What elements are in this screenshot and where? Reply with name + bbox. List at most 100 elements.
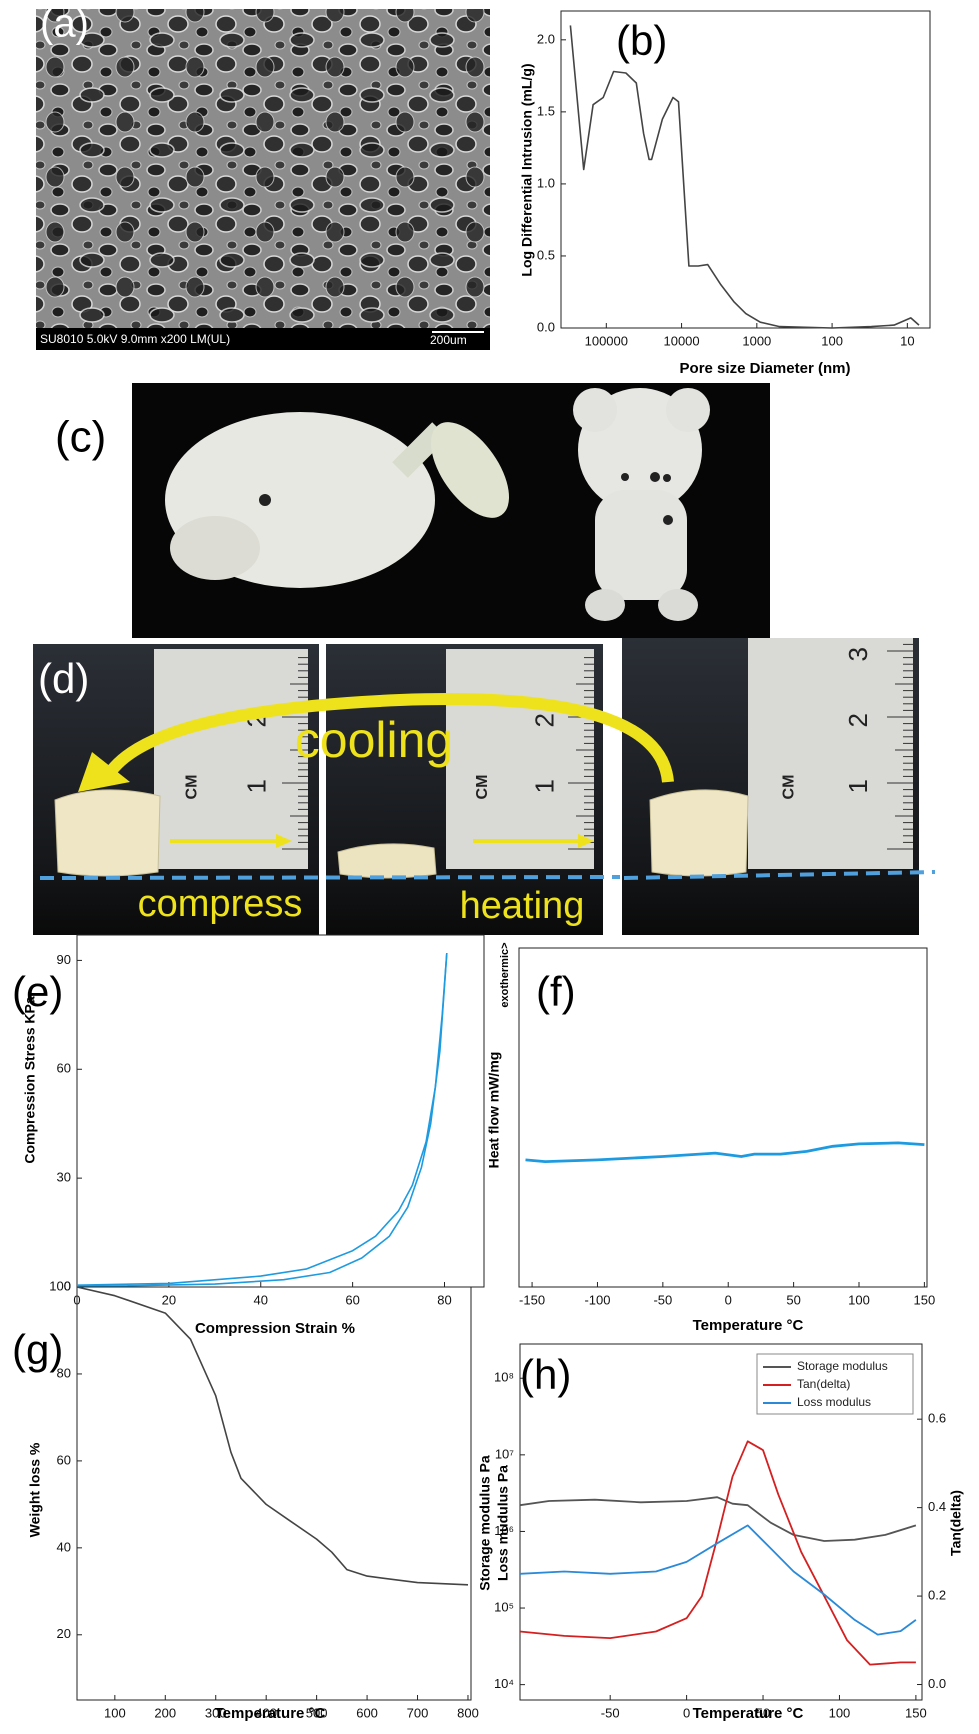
cooling-text: cooling: [295, 712, 453, 768]
sem-caption: SU8010 5.0kV 9.0mm x200 LM(UL): [40, 332, 230, 346]
plot-frame: [560, 10, 931, 329]
panel-label: (b): [616, 17, 667, 64]
y2-axis-label: Tan(delta): [948, 1490, 964, 1556]
y-tick-label: 100: [49, 1278, 71, 1293]
x-tick-label: 200: [154, 1705, 176, 1720]
foam-sample: [54, 789, 161, 877]
ruler-number: 1: [242, 779, 272, 793]
x-tick-label: 0: [725, 1292, 732, 1307]
x-tick-label: 80: [437, 1292, 451, 1307]
panel-label: (e): [12, 968, 63, 1015]
legend-label: Loss modulus: [797, 1395, 871, 1409]
x-tick-label: -100: [584, 1292, 610, 1307]
x-tick-label: 150: [905, 1705, 927, 1720]
y-tick-label: 0.5: [537, 247, 555, 262]
x-tick-label: 100: [821, 333, 843, 348]
compress-text: compress: [138, 883, 303, 925]
y-axis-note: exothermic>: [499, 942, 511, 1007]
plot-frame: [518, 947, 928, 1288]
x-tick-label: 100: [104, 1705, 126, 1720]
y-tick-label: 0.0: [537, 319, 555, 334]
ruler-number: 3: [843, 647, 873, 661]
data-line: [76, 953, 448, 1288]
plot-frame: [76, 934, 485, 1288]
ruler-unit: CM: [184, 775, 201, 800]
y-tick-label: 90: [57, 952, 71, 967]
x-tick-label: 50: [756, 1705, 770, 1720]
y-axis-label: Storage modulus Pa: [477, 1455, 493, 1591]
x-tick-label: 0: [683, 1705, 690, 1720]
x-axis-label: Temperature °C: [693, 1705, 804, 1722]
x-tick-label: 100: [829, 1705, 851, 1720]
y-tick-label: 0: [64, 1278, 71, 1293]
y-axis-label: Log Differential Intrusion (mL/g): [519, 63, 535, 276]
x-tick-label: 60: [345, 1292, 359, 1307]
ruler-number: 2: [843, 713, 873, 727]
ruler-number: 1: [843, 779, 873, 793]
y-tick-label: 60: [57, 1061, 71, 1076]
x-tick-label: 400: [255, 1705, 277, 1720]
y-tick-label: 1.0: [537, 175, 555, 190]
y-tick-label: 10⁶: [494, 1523, 514, 1538]
y-axis-label: Compression Stress KPa: [22, 996, 38, 1163]
y2-tick-label: 0.0: [928, 1676, 946, 1691]
y-tick-label: 10⁴: [494, 1676, 514, 1691]
x-tick-label: 10: [900, 333, 914, 348]
y-tick-label: 10⁷: [495, 1446, 514, 1461]
panel-label: (f): [536, 968, 576, 1015]
x-tick-label: -150: [519, 1292, 545, 1307]
x-tick-label: 20: [162, 1292, 176, 1307]
ruler: [446, 649, 594, 869]
panel-label: (c): [55, 413, 106, 462]
x-tick-label: 1000: [742, 333, 771, 348]
ruler-unit: CM: [780, 775, 797, 800]
foam-sample: [649, 789, 749, 877]
x-tick-label: 150: [914, 1292, 936, 1307]
data-line: [525, 1141, 925, 1163]
blue-dash: [39, 870, 936, 880]
x-axis-label: Temperature °C: [215, 1705, 326, 1722]
small-arrowhead: [578, 834, 594, 848]
sem-scale: 200um: [430, 333, 467, 347]
data-line: [76, 953, 448, 1286]
y2-tick-label: 0.2: [928, 1588, 946, 1603]
panel-label: (a): [40, 2, 89, 46]
y-tick-label: 80: [57, 1365, 71, 1380]
x-tick-label: 100: [848, 1292, 870, 1307]
panel-label: (h): [520, 1351, 571, 1398]
y-tick-label: 10⁵: [494, 1599, 514, 1614]
plot-frame: [519, 1343, 923, 1701]
y-tick-label: 20: [57, 1626, 71, 1641]
x-tick-label: -50: [653, 1292, 672, 1307]
x-tick-label: 50: [786, 1292, 800, 1307]
data-line: [76, 1286, 469, 1586]
y-tick-label: 1.5: [537, 103, 555, 118]
y2-tick-label: 0.6: [928, 1411, 946, 1426]
x-axis-label: Pore size Diameter (nm): [680, 360, 851, 377]
ruler-number: 1: [530, 779, 560, 793]
y-tick-label: 10⁸: [494, 1370, 514, 1385]
x-tick-label: 800: [457, 1705, 479, 1720]
small-arrowhead: [276, 834, 292, 848]
ruler: [154, 649, 308, 869]
legend-label: Tan(delta): [797, 1377, 850, 1391]
data-line: [519, 1496, 917, 1542]
x-axis-label: Compression Strain %: [195, 1320, 355, 1337]
x-axis-label: Temperature °C: [693, 1317, 804, 1334]
panel-label: (d): [38, 655, 89, 702]
x-tick-label: 300: [205, 1705, 227, 1720]
data-line: [519, 1524, 917, 1636]
y-axis-label: Weight loss %: [27, 1442, 43, 1537]
y2-tick-label: 0.4: [928, 1499, 946, 1514]
cooling-arrow: [107, 693, 674, 783]
y-tick-label: 30: [57, 1170, 71, 1185]
y-axis-label: Heat flow mW/mg: [486, 1052, 502, 1169]
x-tick-label: 40: [254, 1292, 268, 1307]
sem-image: SU8010 5.0kV 9.0mm x200 LM(UL) 200um (a): [36, 2, 490, 350]
x-tick-label: 600: [356, 1705, 378, 1720]
cooling-arrowhead: [78, 752, 130, 792]
y-tick-label: 2.0: [537, 31, 555, 46]
x-tick-label: 10000: [663, 333, 699, 348]
